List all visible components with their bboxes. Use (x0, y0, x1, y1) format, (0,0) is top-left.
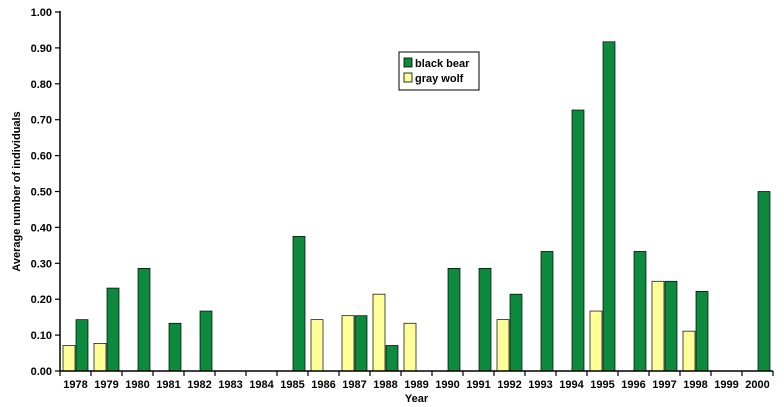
x-tick-label-1983: 1983 (218, 379, 242, 391)
legend-swatch-black-bear (403, 57, 413, 68)
bar-gray-wolf-1988 (372, 293, 386, 372)
x-tick-label-1989: 1989 (404, 379, 428, 391)
bar-black-bear-1987 (354, 315, 368, 372)
x-tick-label-1990: 1990 (435, 379, 459, 391)
labels-layer: 0.00 0.10 0.20 0.30 0.40 0.50 0.60 0.70 0.80 0.90… (31, 7, 770, 391)
x-tick-label-1986: 1986 (311, 379, 335, 391)
x-tick-label-1995: 1995 (590, 379, 614, 391)
bar-black-bear-1993 (540, 251, 554, 372)
y-tick-label-0.50: 0.50 (31, 187, 52, 199)
bar-gray-wolf-1998 (682, 330, 696, 372)
bar-gray-wolf-1979 (93, 343, 107, 372)
x-tick-label-1997: 1997 (652, 379, 676, 391)
bar-black-bear-1998 (695, 290, 709, 372)
x-tick-label-1978: 1978 (63, 379, 87, 391)
x-tick-label-1988: 1988 (373, 379, 397, 391)
bar-black-bear-1981 (168, 322, 182, 372)
bar-gray-wolf-1989 (403, 322, 417, 372)
x-tick-label-1999: 1999 (714, 379, 738, 391)
x-tick-label-1985: 1985 (280, 379, 304, 391)
legend-swatch-gray-wolf (403, 72, 413, 83)
x-tick-label-1994: 1994 (559, 379, 584, 391)
bar-black-bear-1992 (509, 293, 523, 372)
y-tick-label-0.20: 0.20 (31, 294, 52, 306)
bar-gray-wolf-1987 (341, 315, 355, 372)
x-tick-label-1987: 1987 (342, 379, 366, 391)
bar-black-bear-1996 (633, 251, 647, 372)
bar-black-bear-1997 (664, 280, 678, 372)
y-tick-label-0.80: 0.80 (31, 79, 52, 91)
legend-label-black-bear: black bear (415, 58, 470, 70)
bar-black-bear-1980 (137, 267, 151, 372)
bar-black-bear-1990 (447, 267, 461, 372)
x-tick-label-1979: 1979 (94, 379, 118, 391)
x-tick-label-1991: 1991 (466, 379, 490, 391)
x-tick-label-1996: 1996 (621, 379, 645, 391)
x-tick-label-1981: 1981 (156, 379, 180, 391)
x-tick-label-1992: 1992 (497, 379, 521, 391)
bar-black-bear-1978 (75, 319, 89, 372)
y-axis-title: Average number of individuals (11, 111, 23, 271)
axes-layer (55, 11, 774, 376)
bar-black-bear-1982 (199, 310, 213, 372)
legend: black bear gray wolf (398, 51, 480, 91)
x-tick-label-1984: 1984 (249, 379, 274, 391)
bar-black-bear-1994 (571, 109, 585, 372)
legend-label-gray-wolf: gray wolf (415, 73, 464, 85)
bar-black-bear-1988 (385, 345, 399, 372)
bar-gray-wolf-1986 (310, 319, 324, 372)
y-tick-label-0.30: 0.30 (31, 258, 52, 270)
y-tick-label-1.00: 1.00 (31, 7, 52, 19)
y-tick-label-0.00: 0.00 (31, 366, 52, 378)
bar-black-bear-1985 (292, 236, 306, 372)
bar-black-bear-1991 (478, 267, 492, 372)
y-tick-label-0.40: 0.40 (31, 222, 52, 234)
bar-black-bear-2000 (757, 191, 771, 372)
bar-gray-wolf-1995 (589, 310, 603, 372)
y-tick-label-0.60: 0.60 (31, 151, 52, 163)
bar-gray-wolf-1997 (651, 280, 665, 372)
y-tick-label-0.10: 0.10 (31, 330, 52, 342)
x-tick-label-1998: 1998 (683, 379, 707, 391)
y-tick-label-0.90: 0.90 (31, 43, 52, 55)
x-tick-label-1993: 1993 (528, 379, 552, 391)
bar-gray-wolf-1978 (62, 345, 76, 372)
bars-layer (62, 41, 771, 372)
bar-gray-wolf-1992 (496, 319, 510, 372)
bar-black-bear-1979 (106, 287, 120, 372)
x-axis-title: Year (405, 393, 429, 405)
x-tick-label-2000: 2000 (745, 379, 769, 391)
bar-black-bear-1995 (602, 41, 616, 372)
y-tick-label-0.70: 0.70 (31, 115, 52, 127)
x-tick-label-1980: 1980 (125, 379, 149, 391)
x-tick-label-1982: 1982 (187, 379, 211, 391)
